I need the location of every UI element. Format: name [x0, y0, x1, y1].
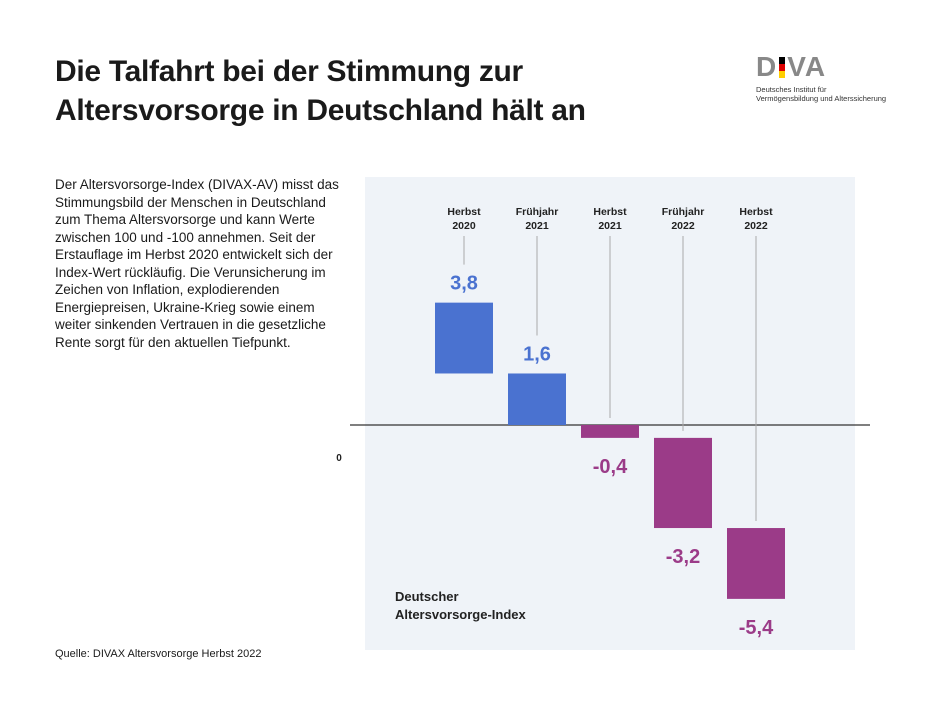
- logo-mark: D VA: [756, 51, 827, 82]
- category-label: Frühjahr: [662, 206, 705, 218]
- bar: [581, 425, 639, 438]
- title-line-1: Die Talfahrt bei der Stimmung zur: [55, 55, 523, 88]
- category-label: 2022: [671, 220, 695, 232]
- data-label: -3,2: [666, 546, 700, 568]
- title-line-2: Altersvorsorge in Deutschland hält an: [55, 94, 586, 127]
- category-label: 2020: [452, 220, 476, 232]
- bar: [654, 437, 712, 529]
- category-label: Frühjahr: [516, 206, 559, 218]
- data-label: -5,4: [739, 617, 774, 639]
- category-label: 2021: [598, 220, 622, 232]
- data-label: 1,6: [523, 343, 551, 365]
- bar: [727, 528, 785, 599]
- data-label: 3,8: [450, 273, 478, 295]
- category-label: 2022: [744, 220, 768, 232]
- diva-logo: D VA Deutsches Institut für Vermögensbil…: [756, 51, 887, 104]
- logo-subtitle: Deutsches Institut für Vermögensbildung …: [756, 85, 887, 103]
- zero-label: 0: [336, 453, 342, 464]
- bar: [508, 373, 566, 425]
- category-label: Herbst: [593, 206, 627, 218]
- page-title: Die Talfahrt bei der Stimmung zur Alters…: [55, 52, 586, 130]
- description: Der Altersvorsorge-Index (DIVAX-AV) miss…: [55, 177, 339, 350]
- series-label: Deutscher: [395, 589, 459, 604]
- german-flag-icon: [779, 56, 786, 78]
- source-note: Quelle: DIVAX Altersvorsorge Herbst 2022: [55, 648, 262, 660]
- category-label: Herbst: [447, 206, 481, 218]
- series-label: Altersvorsorge-Index: [395, 607, 527, 622]
- bar: [435, 302, 493, 374]
- category-label: 2021: [525, 220, 549, 232]
- category-label: Herbst: [739, 206, 773, 218]
- data-label: -0,4: [593, 456, 628, 478]
